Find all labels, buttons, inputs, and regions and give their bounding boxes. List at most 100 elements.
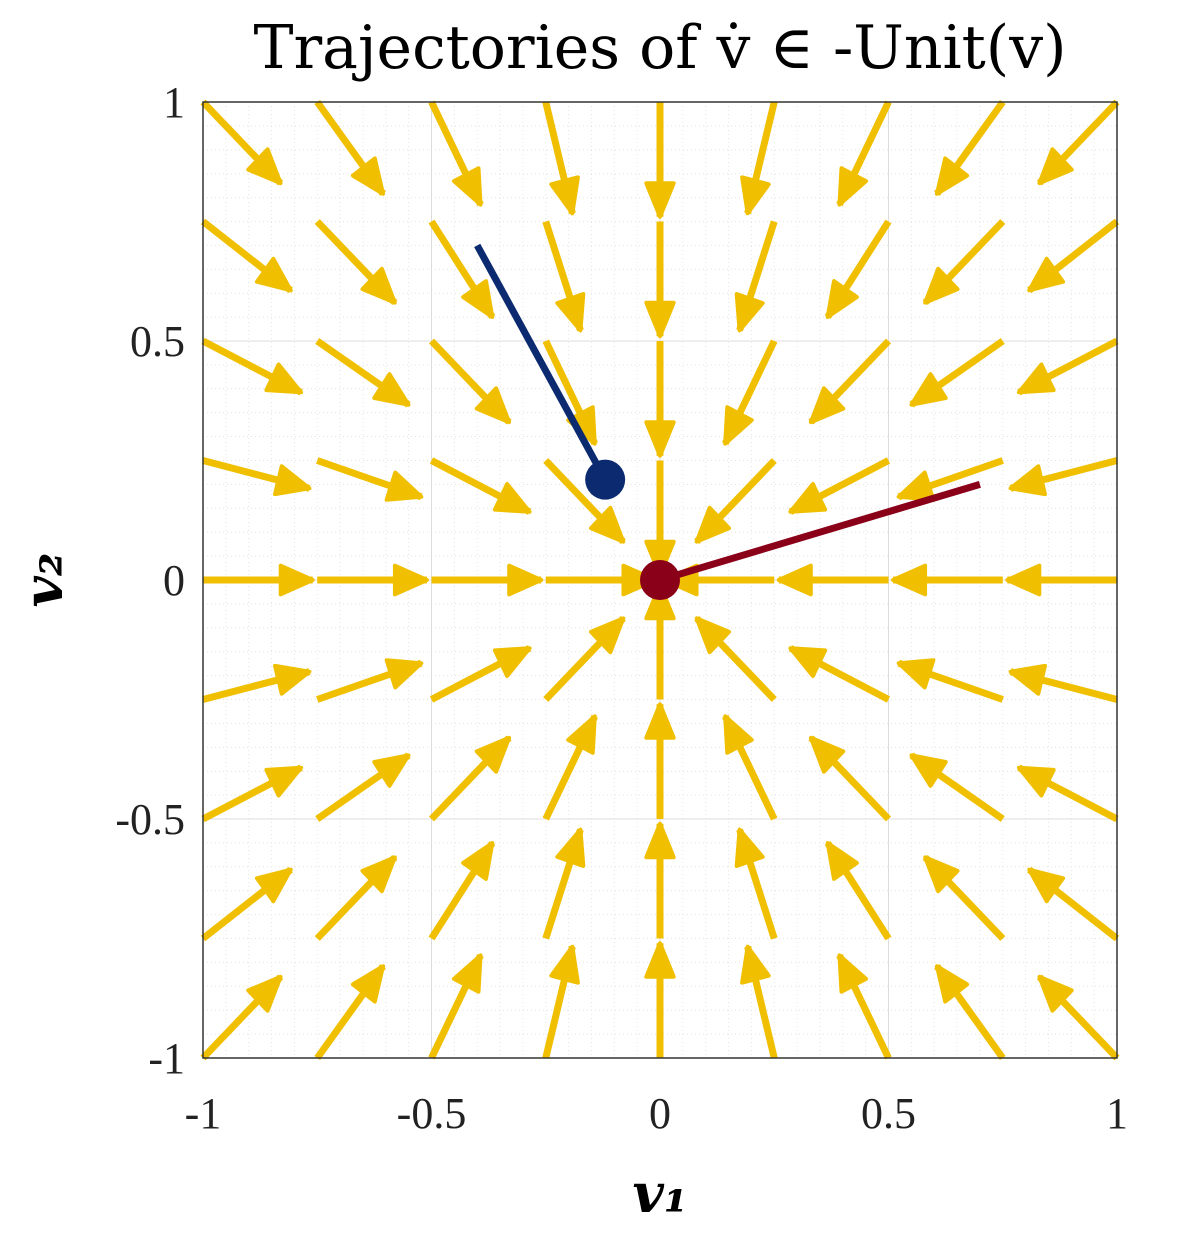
field-arrow [694, 615, 777, 702]
field-arrow [200, 99, 284, 186]
arrow-head [825, 841, 859, 881]
field-arrow [317, 563, 429, 597]
arrow-head [644, 821, 676, 860]
arrow-head [644, 181, 676, 219]
arrow-head [694, 616, 732, 655]
field-arrow [836, 953, 892, 1060]
x-tick-label: -0.5 [397, 1089, 467, 1138]
arrow-head [451, 953, 483, 994]
arrow-head [555, 292, 586, 333]
y-tick-label: -0.5 [115, 795, 185, 844]
arrow-head [474, 735, 512, 774]
x-axis-label: v₁ [632, 1161, 687, 1225]
field-arrow [722, 339, 778, 446]
arrow-head [360, 266, 397, 305]
arrow-head [934, 964, 970, 1004]
tick-labels: -1 -0.5 0 0.5 1 -1 -0.5 0 0.5 1 [115, 78, 1128, 1138]
field-arrow [740, 101, 778, 216]
field-arrow [644, 460, 676, 578]
arrow-head [891, 563, 928, 597]
arrow-head [644, 582, 676, 621]
field-arrow [542, 827, 586, 940]
arrow-head [644, 941, 676, 979]
trajectories [474, 243, 981, 600]
arrow-head [392, 563, 429, 597]
field-arrow [315, 752, 411, 822]
arrow-head [350, 964, 386, 1004]
arrow-head [273, 663, 312, 696]
arrow-head [549, 944, 580, 985]
field-arrow [428, 735, 512, 822]
field-arrow [836, 100, 892, 207]
arrow-head [555, 827, 586, 868]
field-arrow [316, 658, 424, 703]
field-arrow [922, 854, 1006, 941]
field-arrow [1036, 974, 1120, 1061]
field-arrow [644, 341, 676, 458]
arrow-head [246, 147, 283, 186]
arrow-head [254, 867, 293, 904]
arrow-head [1037, 974, 1074, 1013]
y-tick-label: -1 [148, 1034, 185, 1083]
arrow-head [507, 563, 544, 597]
y-tick-label: 0 [163, 556, 185, 605]
field-arrow [934, 99, 1006, 196]
field-arrow [314, 219, 398, 306]
trajectory-line-1 [474, 243, 609, 482]
field-arrow [431, 563, 544, 597]
field-arrow [694, 458, 777, 545]
arrow-head [734, 292, 765, 333]
arrow-head [372, 753, 411, 788]
arrow-head [909, 753, 948, 788]
arrow-head [350, 156, 386, 196]
arrow-head [461, 279, 495, 319]
field-arrow [200, 974, 284, 1061]
arrow-head [896, 470, 936, 502]
arrow-head [723, 405, 754, 446]
field-arrow [740, 944, 778, 1059]
y-tick-label: 1 [163, 78, 185, 127]
x-tick-label: 0 [649, 1089, 671, 1138]
field-arrow [200, 218, 293, 294]
field-arrow [644, 221, 676, 339]
field-arrow [909, 338, 1005, 408]
y-tick-label: 0.5 [130, 317, 185, 366]
arrow-head [740, 175, 771, 216]
arrow-head [1037, 147, 1074, 186]
field-arrow [644, 941, 676, 1058]
arrow-head [909, 372, 948, 407]
arrow-head [1008, 464, 1047, 497]
field-arrow [314, 964, 386, 1061]
arrow-head [264, 362, 304, 395]
arrow-head [1008, 663, 1047, 696]
arrow-head [264, 765, 304, 798]
arrow-head [788, 482, 828, 514]
arrow-head [1016, 362, 1056, 395]
field-arrow [542, 220, 586, 333]
field-arrow [542, 339, 598, 446]
arrow-head [934, 156, 970, 196]
field-arrow [542, 944, 580, 1059]
field-arrow [788, 457, 891, 515]
vector-field [200, 99, 1120, 1061]
arrow-head [734, 827, 765, 868]
arrow-head [549, 175, 580, 216]
trajectory-endpoint-2 [640, 560, 680, 600]
arrow-head [451, 166, 483, 207]
x-tick-label: -1 [185, 1089, 222, 1138]
arrow-head [808, 386, 846, 425]
arrow-head [808, 735, 846, 774]
arrow-head [360, 855, 397, 894]
field-arrow [428, 841, 496, 941]
arrow-head [566, 714, 597, 755]
arrow-head [273, 464, 312, 497]
field-arrow [922, 219, 1006, 306]
arrow-head [461, 841, 495, 881]
arrow-head [837, 166, 869, 207]
field-arrow [543, 615, 626, 702]
arrow-head [694, 505, 732, 544]
x-tick-label: 0.5 [861, 1089, 916, 1138]
arrow-head [644, 420, 676, 458]
field-arrow [909, 752, 1005, 822]
